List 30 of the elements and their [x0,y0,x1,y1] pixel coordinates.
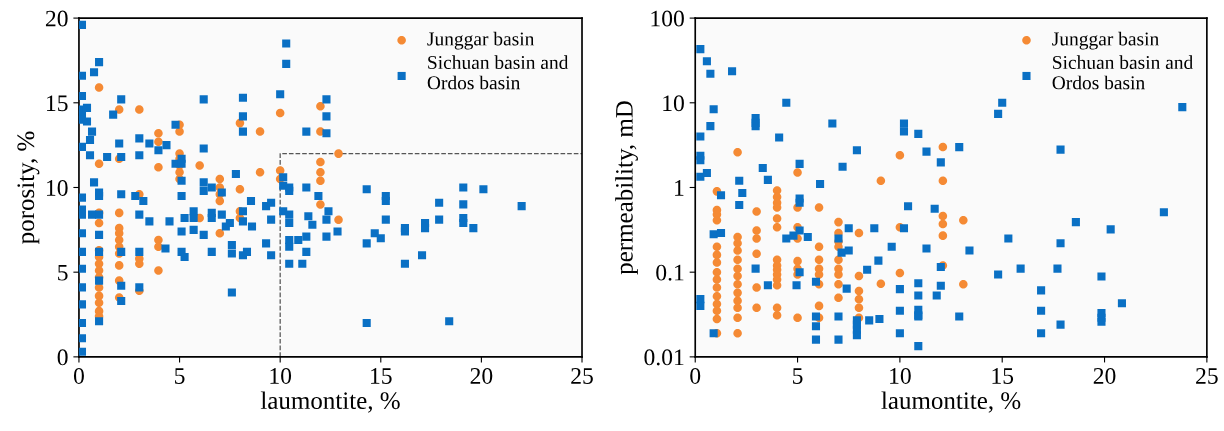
x-tick-label: 25 [1196,368,1218,384]
legend-label: Junggar basin [1052,31,1159,50]
y-tick-label: 100 [651,10,684,27]
y-tick-label: 1 [675,180,684,196]
y-tick-label: 15 [47,95,68,112]
y-tick-label: 5 [58,264,68,281]
y-tick-label: 0 [57,349,68,366]
y-axis-title: porosity, % [17,131,40,244]
y-tick-label: 0.1 [656,264,684,281]
x-tick-label: 15 [992,368,1014,384]
x-tick-label: 5 [793,368,803,384]
y-tick-label: 10 [663,95,684,112]
x-tick-label: 10 [890,367,911,384]
x-tick-label: 10 [270,367,292,384]
x-tick-label: 20 [1093,367,1116,384]
x-axis-title: laumontite, % [881,391,1021,413]
legend-label: Sichuan basin and Ordos basin [427,55,569,90]
y-tick-label: 10 [47,179,68,196]
x-tick-label: 15 [371,368,392,384]
legend-label: Junggar basin [427,31,535,50]
y-tick-label: 20 [45,10,68,27]
y-axis-title: permeability, mD [615,101,638,275]
x-tick-label: 25 [571,368,593,384]
x-tick-label: 0 [690,367,701,384]
legend-label: Sichuan basin and Ordos basin [1052,55,1194,90]
x-axis-title: laumontite, % [260,391,400,413]
x-tick-label: 0 [73,367,84,384]
x-tick-label: 20 [470,367,493,384]
y-tick-label: 0.01 [644,349,684,366]
x-tick-label: 5 [175,368,185,384]
